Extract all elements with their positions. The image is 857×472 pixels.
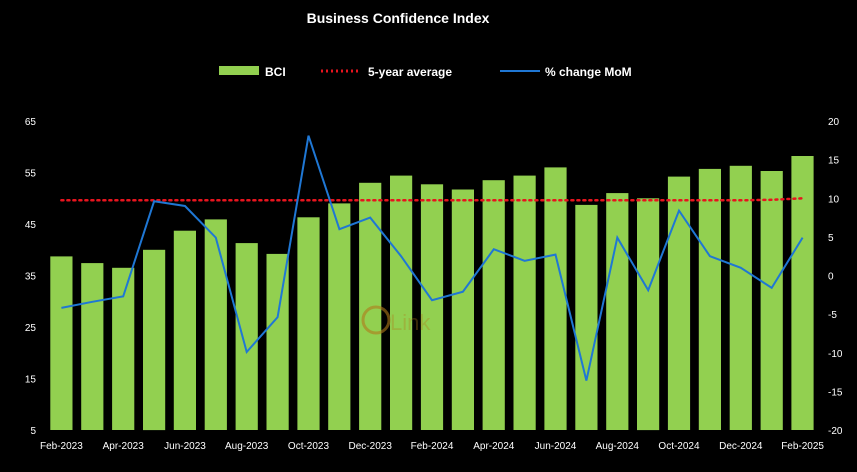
chart-title: Business Confidence Index [307, 10, 490, 26]
watermark: Link [361, 305, 431, 335]
right-tick-label: -5 [828, 310, 837, 321]
legend-label-bci: BCI [265, 65, 286, 79]
pct-change-line [61, 135, 804, 381]
five-year-average-polyline [60, 197, 804, 202]
left-tick-label: 55 [25, 169, 37, 180]
left-tick-label: 5 [30, 426, 36, 437]
bar-apr-2023 [112, 267, 135, 430]
x-tick-label: Aug-2023 [225, 441, 269, 452]
bar-mar-2023 [81, 263, 104, 430]
bci-bars [50, 156, 814, 431]
left-axis-ticks: 5 15 25 35 45 55 65 [25, 117, 37, 437]
right-axis-ticks: -20 -15 -10 -5 0 5 10 15 20 [828, 117, 843, 437]
left-tick-label: 15 [25, 375, 37, 386]
left-tick-label: 65 [25, 117, 37, 128]
bar-sep-2023 [266, 253, 289, 430]
bar-mar-2024 [451, 189, 474, 430]
x-tick-label: Apr-2023 [103, 441, 145, 452]
bar-oct-2024 [667, 176, 691, 430]
watermark-logo-icon [361, 305, 391, 335]
bar-dec-2024 [729, 165, 752, 431]
right-tick-label: -10 [828, 349, 843, 360]
x-tick-label: Jun-2023 [164, 441, 206, 452]
x-tick-label: Feb-2023 [40, 441, 83, 452]
bar-dec-2023 [359, 182, 382, 430]
x-tick-label: Aug-2024 [596, 441, 640, 452]
left-tick-label: 45 [25, 220, 37, 231]
bar-jun-2023 [173, 230, 196, 430]
x-tick-label: Feb-2025 [781, 441, 824, 452]
pct-change-polyline [61, 135, 804, 381]
x-tick-label: Dec-2023 [349, 441, 393, 452]
right-tick-label: 0 [828, 272, 834, 283]
bar-jul-2023 [204, 219, 227, 430]
x-axis-ticks: Feb-2023 Apr-2023 Jun-2023 Aug-2023 Oct-2023… [40, 441, 824, 452]
right-tick-label: 10 [828, 194, 840, 205]
right-tick-label: -15 [828, 387, 843, 398]
legend-item-5-year-average: 5-year average [321, 65, 452, 79]
right-tick-label: 15 [828, 156, 840, 167]
x-tick-label: Jun-2024 [535, 441, 577, 452]
x-tick-label: Dec-2024 [719, 441, 763, 452]
watermark-text: Link [390, 310, 431, 335]
legend-item-pct-change: % change MoM [500, 65, 632, 79]
left-tick-label: 25 [25, 323, 37, 334]
bar-aug-2024 [606, 193, 629, 430]
bar-nov-2023 [328, 203, 351, 430]
bar-may-2024 [513, 175, 536, 430]
bar-jan-2025 [760, 171, 783, 430]
right-tick-label: -20 [828, 426, 843, 437]
legend-swatch-bci [219, 66, 259, 75]
x-tick-label: Apr-2024 [473, 441, 515, 452]
bar-nov-2024 [698, 168, 721, 430]
bar-feb-2025 [791, 156, 814, 430]
x-tick-label: Feb-2024 [411, 441, 454, 452]
five-year-average-line [60, 197, 804, 202]
bar-jan-2024 [390, 175, 413, 430]
right-tick-label: 20 [828, 117, 840, 128]
bar-aug-2023 [235, 243, 258, 430]
legend: BCI 5-year average % change MoM [219, 65, 632, 79]
bar-may-2023 [143, 249, 166, 431]
legend-item-bci: BCI [219, 65, 286, 79]
right-tick-label: 5 [828, 233, 834, 244]
bar-feb-2024 [420, 184, 444, 430]
bar-sep-2024 [637, 198, 660, 431]
legend-label-5-year-average: 5-year average [368, 65, 452, 79]
bar-apr-2024 [482, 180, 505, 430]
bar-oct-2023 [297, 217, 320, 430]
bar-feb-2023 [50, 256, 73, 430]
x-tick-label: Oct-2023 [288, 441, 330, 452]
bar-jul-2024 [575, 204, 598, 430]
legend-label-pct-change: % change MoM [545, 65, 632, 79]
x-tick-label: Oct-2024 [658, 441, 700, 452]
bar-jun-2024 [544, 167, 567, 430]
left-tick-label: 35 [25, 272, 37, 283]
